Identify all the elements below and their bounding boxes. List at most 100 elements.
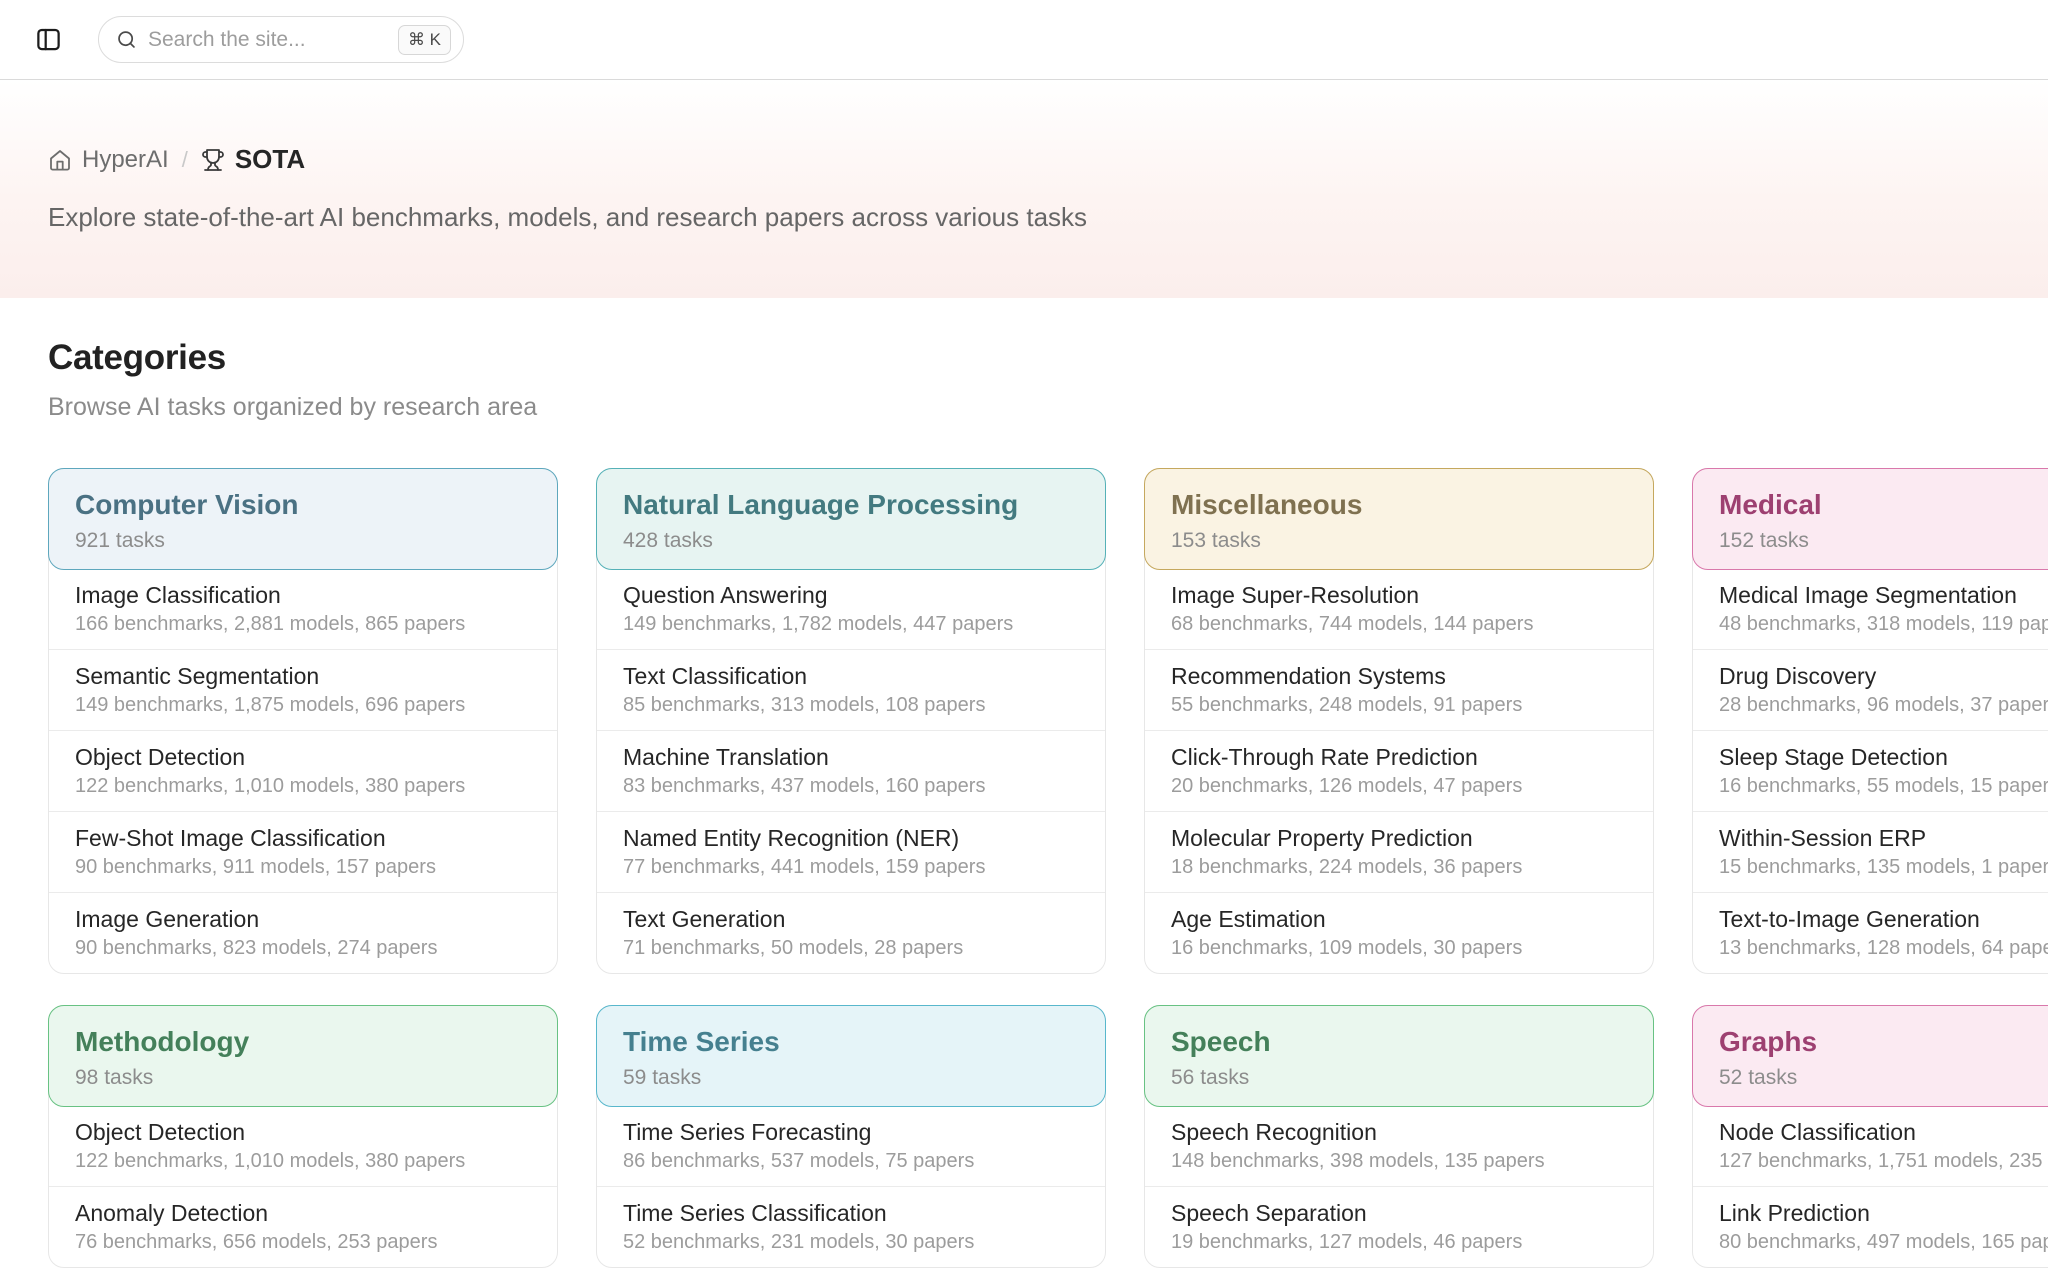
categories-subtitle: Browse AI tasks organized by research ar… — [48, 393, 538, 421]
topbar: ⌘ K — [0, 0, 2048, 80]
task-stats: 122 benchmarks, 1,010 models, 380 papers — [75, 1150, 466, 1172]
task-title: Named Entity Recognition (NER) — [623, 825, 960, 851]
task-title: Drug Discovery — [1719, 663, 1877, 689]
task-item[interactable]: Semantic Segmentation 149 benchmarks, 1,… — [49, 649, 557, 730]
categories-section: Categories Browse AI tasks organized by … — [0, 298, 2048, 1268]
category-card-header[interactable]: Medical 152 tasks — [1692, 468, 2048, 570]
category-task-list: Speech Recognition 148 benchmarks, 398 m… — [1145, 1106, 1653, 1267]
category-title: Speech — [1171, 1026, 1271, 1057]
task-item[interactable]: Time Series Classification 52 benchmarks… — [597, 1186, 1105, 1267]
task-item[interactable]: Named Entity Recognition (NER) 77 benchm… — [597, 811, 1105, 892]
categories-title: Categories — [48, 338, 226, 377]
category-task-count: 921 tasks — [75, 529, 165, 552]
category-card-header[interactable]: Speech 56 tasks — [1144, 1005, 1654, 1107]
task-item[interactable]: Image Generation 90 benchmarks, 823 mode… — [49, 892, 557, 973]
task-item[interactable]: Text-to-Image Generation 13 benchmarks, … — [1693, 892, 2048, 973]
task-item[interactable]: Machine Translation 83 benchmarks, 437 m… — [597, 730, 1105, 811]
breadcrumb-home-link[interactable]: HyperAI — [48, 146, 169, 174]
task-title: Time Series Forecasting — [623, 1119, 872, 1145]
task-item[interactable]: Within-Session ERP 15 benchmarks, 135 mo… — [1693, 811, 2048, 892]
category-card-header[interactable]: Natural Language Processing 428 tasks — [596, 468, 1106, 570]
task-stats: 127 benchmarks, 1,751 models, 235 papers — [1719, 1150, 2048, 1172]
task-item[interactable]: Sleep Stage Detection 16 benchmarks, 55 … — [1693, 730, 2048, 811]
task-stats: 68 benchmarks, 744 models, 144 papers — [1171, 613, 1534, 635]
task-item[interactable]: Link Prediction 80 benchmarks, 497 model… — [1693, 1186, 2048, 1267]
home-icon — [48, 148, 72, 172]
task-item[interactable]: Time Series Forecasting 86 benchmarks, 5… — [597, 1106, 1105, 1186]
task-title: Text-to-Image Generation — [1719, 906, 1980, 932]
task-title: Within-Session ERP — [1719, 825, 1927, 851]
task-stats: 90 benchmarks, 823 models, 274 papers — [75, 937, 438, 959]
task-item[interactable]: Medical Image Segmentation 48 benchmarks… — [1693, 569, 2048, 649]
sidebar-toggle-button[interactable] — [26, 18, 70, 62]
task-item[interactable]: Few-Shot Image Classification 90 benchma… — [49, 811, 557, 892]
task-item[interactable]: Speech Separation 19 benchmarks, 127 mod… — [1145, 1186, 1653, 1267]
breadcrumb-home-label: HyperAI — [82, 145, 169, 173]
task-item[interactable]: Question Answering 149 benchmarks, 1,782… — [597, 569, 1105, 649]
task-stats: 122 benchmarks, 1,010 models, 380 papers — [75, 775, 466, 797]
task-item[interactable]: Anomaly Detection 76 benchmarks, 656 mod… — [49, 1186, 557, 1267]
task-item[interactable]: Age Estimation 16 benchmarks, 109 models… — [1145, 892, 1653, 973]
task-stats: 90 benchmarks, 911 models, 157 papers — [75, 856, 436, 878]
task-stats: 77 benchmarks, 441 models, 159 papers — [623, 856, 986, 878]
task-item[interactable]: Object Detection 122 benchmarks, 1,010 m… — [49, 730, 557, 811]
category-task-count: 153 tasks — [1171, 529, 1261, 552]
task-title: Link Prediction — [1719, 1200, 1870, 1226]
category-task-count: 59 tasks — [623, 1066, 702, 1089]
task-title: Image Generation — [75, 906, 260, 932]
category-task-count: 56 tasks — [1171, 1066, 1250, 1089]
task-item[interactable]: Speech Recognition 148 benchmarks, 398 m… — [1145, 1106, 1653, 1186]
task-item[interactable]: Molecular Property Prediction 18 benchma… — [1145, 811, 1653, 892]
task-item[interactable]: Text Generation 71 benchmarks, 50 models… — [597, 892, 1105, 973]
task-title: Age Estimation — [1171, 906, 1326, 932]
category-title: Natural Language Processing — [623, 489, 1019, 520]
category-card-header[interactable]: Computer Vision 921 tasks — [48, 468, 558, 570]
category-card-header[interactable]: Time Series 59 tasks — [596, 1005, 1106, 1107]
task-title: Image Super-Resolution — [1171, 582, 1420, 608]
category-title: Miscellaneous — [1171, 489, 1363, 520]
task-item[interactable]: Recommendation Systems 55 benchmarks, 24… — [1145, 649, 1653, 730]
category-task-list: Image Super-Resolution 68 benchmarks, 74… — [1145, 569, 1653, 973]
task-item[interactable]: Image Super-Resolution 68 benchmarks, 74… — [1145, 569, 1653, 649]
category-title: Methodology — [75, 1026, 250, 1057]
category-card: Methodology 98 tasks Object Detection 12… — [48, 1005, 558, 1268]
task-title: Speech Separation — [1171, 1200, 1367, 1226]
category-task-list: Medical Image Segmentation 48 benchmarks… — [1693, 569, 2048, 973]
task-item[interactable]: Node Classification 127 benchmarks, 1,75… — [1693, 1106, 2048, 1186]
task-item[interactable]: Click-Through Rate Prediction 20 benchma… — [1145, 730, 1653, 811]
category-task-count: 98 tasks — [75, 1066, 154, 1089]
hero-section: HyperAI / SOTA Explore state-of-the-art … — [0, 80, 2048, 298]
task-stats: 18 benchmarks, 224 models, 36 papers — [1171, 856, 1523, 878]
breadcrumb-current-label: SOTA — [234, 144, 306, 174]
task-title: Medical Image Segmentation — [1719, 582, 2017, 608]
task-stats: 76 benchmarks, 656 models, 253 papers — [75, 1231, 438, 1253]
task-item[interactable]: Image Classification 166 benchmarks, 2,8… — [49, 569, 557, 649]
category-task-list: Question Answering 149 benchmarks, 1,782… — [597, 569, 1105, 973]
category-task-count: 52 tasks — [1719, 1066, 1798, 1089]
category-card-header[interactable]: Graphs 52 tasks — [1692, 1005, 2048, 1107]
site-search[interactable]: ⌘ K — [98, 16, 464, 63]
search-input[interactable] — [146, 26, 389, 53]
category-title: Graphs — [1719, 1026, 1818, 1057]
category-card: Speech 56 tasks Speech Recognition 148 b… — [1144, 1005, 1654, 1268]
category-card-header[interactable]: Methodology 98 tasks — [48, 1005, 558, 1107]
task-title: Few-Shot Image Classification — [75, 825, 386, 851]
task-stats: 28 benchmarks, 96 models, 37 papers — [1719, 694, 2048, 716]
category-card: Natural Language Processing 428 tasks Qu… — [596, 468, 1106, 974]
breadcrumb: HyperAI / SOTA — [48, 144, 2048, 175]
panel-left-icon — [35, 26, 62, 53]
category-task-count: 428 tasks — [623, 529, 713, 552]
task-item[interactable]: Drug Discovery 28 benchmarks, 96 models,… — [1693, 649, 2048, 730]
task-item[interactable]: Object Detection 122 benchmarks, 1,010 m… — [49, 1106, 557, 1186]
task-item[interactable]: Text Classification 85 benchmarks, 313 m… — [597, 649, 1105, 730]
category-card-header[interactable]: Miscellaneous 153 tasks — [1144, 468, 1654, 570]
task-title: Click-Through Rate Prediction — [1171, 744, 1478, 770]
task-title: Text Classification — [623, 663, 808, 689]
task-title: Speech Recognition — [1171, 1119, 1377, 1145]
task-stats: 48 benchmarks, 318 models, 119 papers — [1719, 613, 2048, 635]
task-title: Image Classification — [75, 582, 281, 608]
hero-description: Explore state-of-the-art AI benchmarks, … — [48, 202, 1088, 232]
task-title: Machine Translation — [623, 744, 829, 770]
task-title: Semantic Segmentation — [75, 663, 320, 689]
category-task-list: Image Classification 166 benchmarks, 2,8… — [49, 569, 557, 973]
